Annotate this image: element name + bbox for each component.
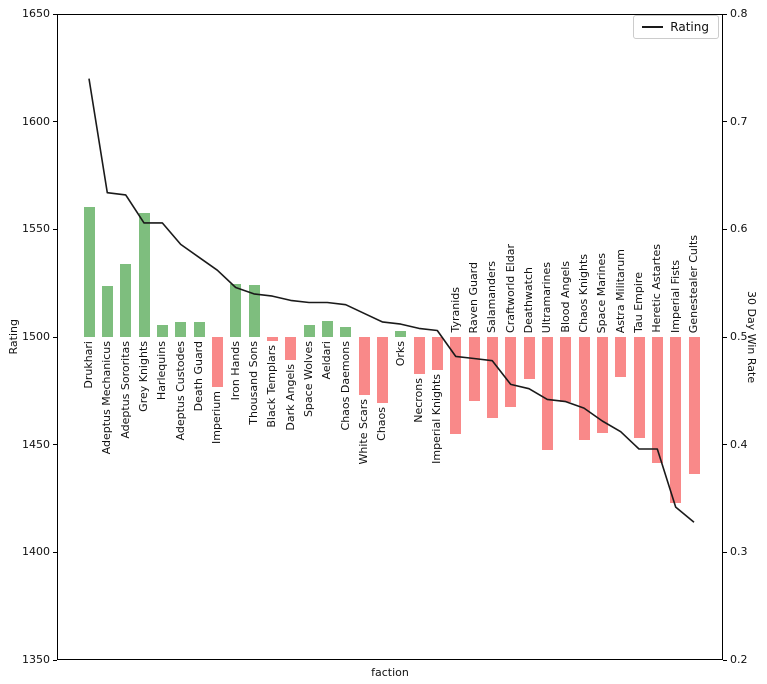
y-axis-right-tickmark [723, 336, 727, 338]
y-axis-left-tick-label: 1400 [22, 545, 50, 559]
y-axis-left-tickmark [53, 228, 57, 230]
y-axis-right-tick-label: 0.8 [730, 7, 748, 20]
win-rate-bar [83, 206, 95, 337]
y-axis-left-tick-label: 1550 [22, 222, 50, 236]
win-rate-bar [413, 337, 425, 374]
win-rate-bar [450, 337, 462, 434]
rating-line [88, 78, 695, 523]
y-axis-right-tick-label: 0.6 [730, 222, 748, 236]
win-rate-bar [120, 263, 132, 337]
y-axis-title-right: 30 Day Win Rate [745, 14, 758, 660]
rating-line-layer [88, 78, 695, 523]
y-axis-right-tick-label: 0.7 [730, 114, 748, 128]
y-axis-right-tickmark [723, 444, 727, 446]
y-axis-right-tickmark [723, 659, 727, 661]
win-rate-bar [248, 285, 260, 337]
win-rate-bar [156, 325, 168, 337]
win-rate-bar [230, 284, 242, 337]
win-rate-bar [486, 337, 498, 418]
y-axis-left-tick-label: 1650 [22, 7, 50, 20]
y-axis-right-tick-label: 0.3 [730, 545, 748, 559]
y-axis-left-tick-label: 1600 [22, 114, 50, 128]
y-axis-right-tick-label: 0.4 [730, 437, 748, 451]
win-rate-bar [431, 337, 443, 371]
y-axis-right-tick-label: 0.2 [730, 653, 748, 666]
y-axis-left-tickmark [53, 444, 57, 446]
win-rate-bar [468, 337, 480, 401]
y-axis-right-tickmark [723, 121, 727, 123]
win-rate-bar [303, 325, 315, 337]
win-rate-bar [175, 321, 187, 337]
win-rate-bar [523, 337, 535, 379]
y-axis-left-tickmark [53, 551, 57, 553]
win-rate-bar [633, 337, 645, 439]
plot-area: 1650 1600 1550 1500 1450 1400 1350 0.8 0.7 0.6 0.5… [22, 8, 748, 666]
y-axis-right-tickmark [723, 551, 727, 553]
win-rate-bar [395, 330, 407, 337]
win-rate-bar [505, 337, 517, 407]
y-axis-left-tickmark [53, 336, 57, 338]
win-rate-bar [266, 337, 278, 342]
win-rate-bar [688, 337, 700, 474]
y-axis-right-tickmark [723, 13, 727, 15]
win-rate-bar [651, 337, 663, 463]
y-axis-left-tickmark [53, 121, 57, 123]
y-axis-left-tick-label: 1500 [22, 330, 50, 343]
win-rate-bar [541, 337, 553, 451]
y-axis-title-right-text: 30 Day Win Rate [745, 290, 758, 384]
y-axis-left-tickmark [53, 659, 57, 661]
y-axis-left-tick-label: 1450 [22, 437, 50, 451]
win-rate-bar [578, 337, 590, 441]
win-rate-bar [596, 337, 608, 433]
win-rate-bar [285, 337, 297, 360]
win-rate-bar [376, 337, 388, 403]
win-rate-bar [193, 321, 205, 337]
legend-line-swatch [642, 26, 664, 28]
win-rate-bar [211, 337, 223, 387]
win-rate-bar [101, 286, 113, 337]
y-axis-left-tickmark [53, 13, 57, 15]
legend: Rating [633, 15, 719, 39]
y-axis-right-tick-label: 0.5 [730, 330, 748, 343]
win-rate-bar [670, 337, 682, 503]
win-rate-bar [321, 320, 333, 337]
win-rate-bar [358, 337, 370, 396]
win-rate-bar [340, 327, 352, 337]
win-rate-bar [560, 337, 572, 402]
y-axis-left-tick-label: 1350 [22, 653, 50, 666]
legend-label: Rating [670, 20, 709, 34]
win-rate-bar [138, 213, 150, 337]
win-rate-bar [615, 337, 627, 377]
y-axis-right-tickmark [723, 228, 727, 230]
x-axis-title: faction [371, 666, 409, 679]
